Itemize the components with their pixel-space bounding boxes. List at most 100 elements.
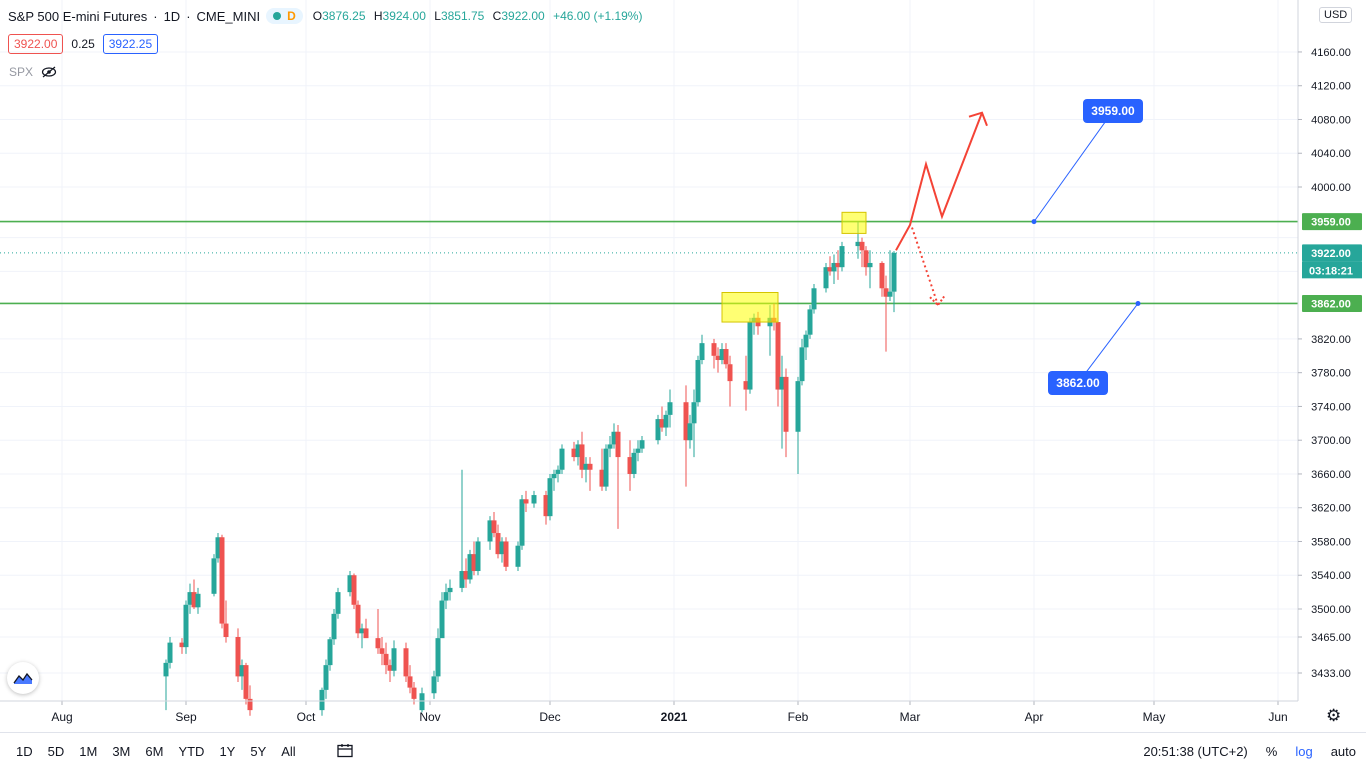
candle [211, 554, 217, 597]
x-tick-label: Dec [539, 710, 560, 724]
candle-body [215, 537, 221, 559]
candle [351, 573, 357, 609]
candle [503, 537, 509, 572]
candle-body [715, 355, 721, 361]
candle-body [663, 414, 669, 428]
range-all[interactable]: All [281, 743, 296, 759]
candle-body [635, 448, 641, 453]
x-tick-label: Aug [51, 710, 72, 724]
candle [195, 587, 201, 614]
y-tick-label: 3740.00 [1311, 401, 1351, 413]
candle [531, 490, 537, 508]
candle [667, 389, 673, 428]
y-tick-label: 3780.00 [1311, 368, 1351, 380]
compare-symbol: SPX [9, 65, 57, 79]
candle [587, 457, 593, 491]
candle [223, 600, 229, 643]
x-tick-label: Mar [900, 710, 921, 724]
candle-body [799, 347, 805, 382]
candle-body [655, 419, 661, 441]
candle-body [475, 541, 481, 572]
y-tick-label: 3500.00 [1311, 604, 1351, 616]
range-5y[interactable]: 5Y [250, 743, 267, 759]
candle-body [407, 676, 413, 688]
log-toggle[interactable]: log [1295, 743, 1313, 759]
candle [831, 254, 837, 285]
candle [783, 368, 789, 458]
candle [883, 275, 889, 352]
candle-body [603, 448, 609, 487]
symbol-name[interactable]: S&P 500 E-mini Futures [8, 8, 148, 24]
market-open-icon [273, 12, 282, 20]
countdown-label: 03:18:21 [1309, 265, 1353, 277]
tradingview-logo-icon[interactable] [7, 662, 39, 694]
candle-body [495, 533, 501, 555]
market-status-pill[interactable]: D [266, 8, 303, 24]
candle-body [691, 402, 697, 424]
callout-label: 3959.00 [1091, 104, 1135, 118]
go-to-date-icon[interactable] [336, 743, 354, 759]
clock-time[interactable]: 20:51:38 (UTC+2) [1143, 743, 1248, 759]
candle-body [163, 662, 169, 677]
price-label-box [1302, 294, 1362, 312]
candle-body [359, 628, 365, 634]
candle [695, 355, 701, 407]
candles [163, 221, 897, 716]
candle [583, 457, 589, 483]
buy-price-button[interactable]: 3922.25 [102, 34, 159, 54]
x-tick-label: Jun [1268, 710, 1287, 724]
range-6m[interactable]: 6M [145, 743, 164, 759]
candle-body [859, 241, 865, 251]
candle [599, 448, 605, 491]
candle [891, 251, 897, 313]
candle [659, 406, 665, 432]
range-1y[interactable]: 1Y [219, 743, 236, 759]
candle [691, 389, 697, 458]
candle-body [467, 554, 473, 580]
candle-body [411, 687, 417, 699]
quote-row: 3922.00 0.25 3922.25 [8, 34, 159, 54]
candle-body [631, 452, 637, 474]
range-ytd[interactable]: YTD [178, 743, 205, 759]
interval-label[interactable]: 1D [163, 8, 181, 24]
range-1d[interactable]: 1D [16, 743, 33, 759]
eye-hidden-icon[interactable] [41, 66, 57, 78]
candle [319, 687, 325, 716]
candle-body [363, 628, 369, 639]
price-chart[interactable]: 3959.00 3862.00 3433.00 3465.00 3500.00 3540… [0, 0, 1366, 732]
y-tick-label: 4120.00 [1311, 81, 1351, 93]
candle [715, 347, 721, 373]
compare-symbol-label[interactable]: SPX [9, 65, 34, 79]
candle-body [387, 665, 393, 671]
x-tick-label: May [1143, 710, 1166, 724]
candle [323, 659, 329, 699]
candle [799, 338, 805, 386]
candle-body [391, 648, 397, 671]
range-5d[interactable]: 5D [47, 743, 65, 759]
range-1m[interactable]: 1M [79, 743, 98, 759]
candle-body [579, 444, 585, 470]
settings-gear-icon[interactable]: ⚙ [1326, 706, 1342, 725]
candle [807, 305, 813, 339]
candle-body [855, 241, 861, 247]
candle [519, 495, 525, 550]
range-3m[interactable]: 3M [112, 743, 131, 759]
auto-toggle[interactable]: auto [1330, 743, 1356, 759]
percent-toggle[interactable]: % [1265, 743, 1278, 759]
candle-body [887, 291, 893, 297]
candle [179, 638, 185, 654]
currency-button[interactable]: USD [1319, 7, 1353, 23]
candle [579, 431, 585, 479]
candle [743, 355, 749, 411]
candle [383, 642, 389, 675]
candle-body [795, 381, 801, 432]
candle-body [195, 593, 201, 608]
candle-body [319, 689, 325, 711]
candle-body [807, 309, 813, 335]
price-label: 3862.00 [1311, 298, 1351, 310]
candle-body [891, 252, 897, 292]
candle-body [783, 376, 789, 432]
candle-body [587, 463, 593, 470]
x-tick-label: Nov [419, 710, 440, 724]
sell-price-button[interactable]: 3922.00 [8, 34, 64, 54]
